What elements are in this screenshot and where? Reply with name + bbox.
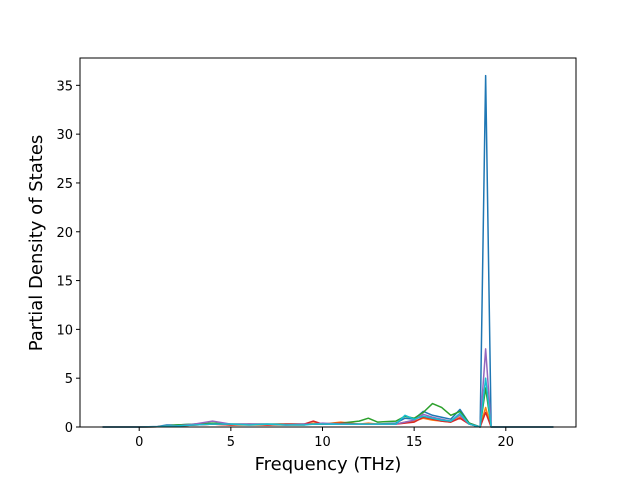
x-axis-label: Frequency (THz) <box>255 454 402 475</box>
y-axis-label: Partial Density of States <box>26 135 47 352</box>
y-tick-label: 15 <box>56 275 73 290</box>
x-tick-label: 20 <box>498 435 515 450</box>
y-tick-label: 10 <box>56 323 73 338</box>
y-tick-label: 30 <box>56 128 73 143</box>
plot-frame <box>79 57 577 428</box>
x-tick-label: 15 <box>406 435 423 450</box>
y-tick-label: 25 <box>56 177 73 192</box>
series-line <box>102 74 554 428</box>
y-tick-label: 20 <box>56 226 73 241</box>
y-tick-label: 5 <box>65 372 73 387</box>
x-tick-label: 5 <box>227 435 235 450</box>
x-tick-label: 10 <box>314 435 331 450</box>
series-line <box>102 377 554 428</box>
x-tick-label: 0 <box>135 435 143 450</box>
y-tick-label: 35 <box>56 79 73 94</box>
y-tick-label: 0 <box>65 421 73 436</box>
